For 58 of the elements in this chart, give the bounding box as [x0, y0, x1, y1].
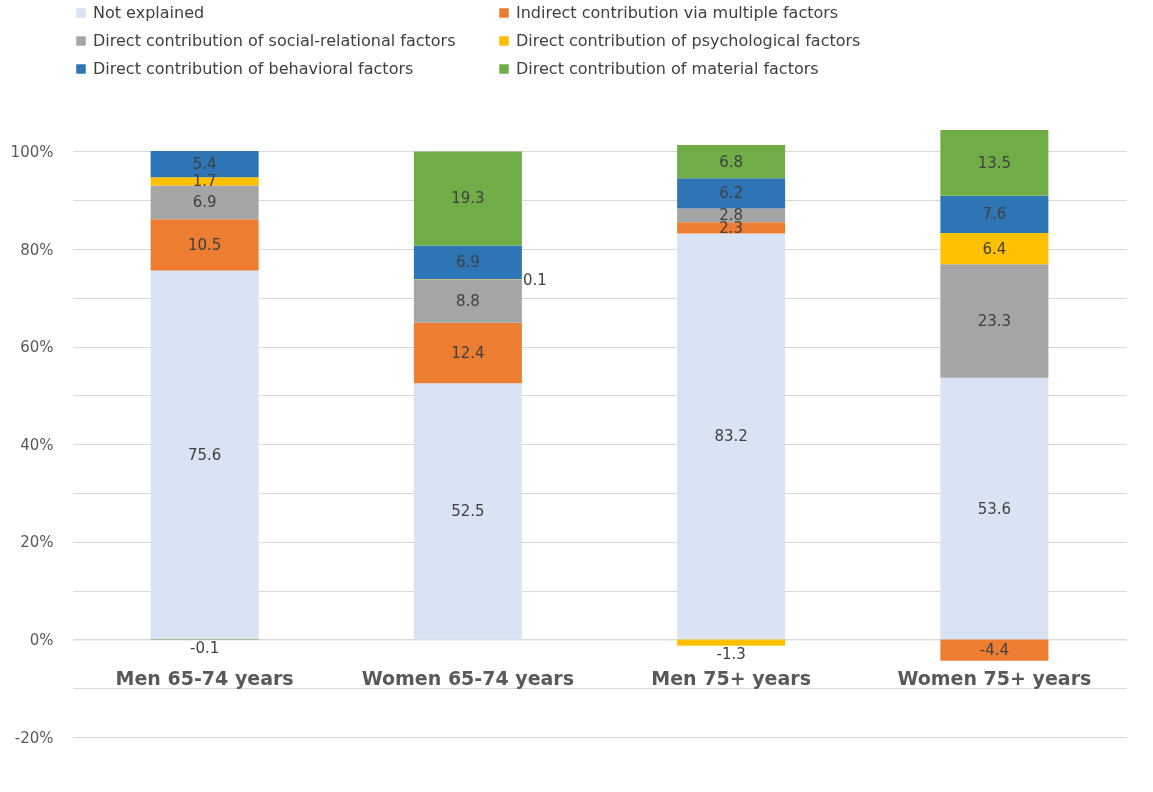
bar: [413, 245, 522, 280]
data-label: 19.3: [451, 189, 485, 208]
data-label: 10.5: [187, 235, 222, 254]
y-tick-label: 20%: [20, 533, 54, 552]
bar: [940, 232, 1049, 265]
data-label: 7.6: [982, 205, 1007, 224]
y-tick-label: 60%: [20, 338, 54, 357]
bar: [940, 639, 1049, 661]
legend-label: Direct contribution of social-relational factors: [93, 31, 456, 50]
x-tick-label: Women 65-74 years: [361, 666, 575, 689]
data-label: 23.3: [977, 311, 1012, 330]
data-label: 12.4: [451, 343, 485, 362]
bar: [940, 377, 1049, 640]
data-label: 6.9: [455, 253, 480, 272]
bar: [150, 219, 259, 271]
data-label: 8.8: [455, 292, 480, 311]
bar: [413, 322, 522, 384]
bar: [413, 279, 522, 323]
bar: [677, 233, 786, 640]
data-label: 5.4: [192, 155, 217, 174]
data-label: 13.5: [977, 153, 1012, 172]
x-tick-label: Women 75+ years: [897, 666, 1092, 689]
data-label: -1.3: [716, 644, 746, 663]
y-tick-label: -20%: [14, 728, 54, 747]
data-label: 6.9: [192, 193, 217, 212]
data-label: 6.4: [982, 239, 1007, 258]
bar: [677, 639, 786, 646]
x-tick-label: Men 75+ years: [651, 666, 811, 689]
data-label: 6.8: [719, 152, 744, 171]
bar: [150, 185, 259, 220]
bar: [150, 270, 259, 640]
legend-label: Indirect contribution via multiple factors: [516, 3, 839, 22]
data-label: 1.7: [192, 172, 217, 191]
data-label: 52.5: [451, 502, 485, 521]
data-label: 75.6: [187, 445, 222, 464]
legend-label: Direct contribution of behavioral factors: [93, 59, 414, 78]
data-label: 53.6: [977, 499, 1012, 518]
y-tick-label: 0%: [29, 630, 54, 649]
bar: [677, 208, 786, 223]
bar: [940, 264, 1049, 378]
data-label: -0.1: [189, 638, 220, 657]
data-label: 83.2: [714, 427, 748, 446]
y-tick-label: 40%: [20, 435, 54, 454]
bar: [940, 129, 1049, 196]
legend-label: Direct contribution of psychological factors: [516, 31, 861, 50]
bar: [413, 383, 522, 640]
data-label: -4.4: [979, 641, 1010, 660]
x-tick-label: Men 65-74 years: [115, 666, 294, 689]
data-label: 0.1: [522, 270, 547, 289]
y-tick-label: 100%: [10, 142, 54, 161]
bar: [677, 145, 786, 179]
legend-label: Direct contribution of material factors: [516, 59, 819, 78]
bar: [940, 195, 1049, 233]
legend-label: Not explained: [93, 3, 205, 22]
bar: [677, 178, 786, 209]
y-tick-label: 80%: [20, 240, 54, 259]
data-label: 6.2: [719, 184, 744, 203]
bar: [413, 151, 522, 246]
